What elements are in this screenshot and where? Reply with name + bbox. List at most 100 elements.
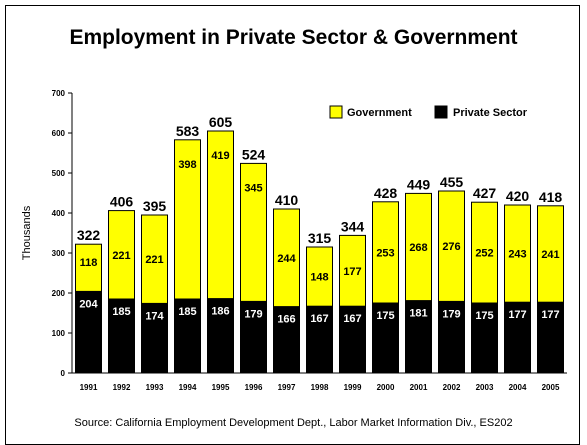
data-label-private: 186 [211, 306, 229, 318]
bar-private-sector [405, 300, 432, 374]
x-tick-label: 2003 [476, 383, 494, 392]
data-label-total: 315 [308, 230, 332, 246]
legend-label-government: Government [347, 107, 412, 119]
y-tick-label: 300 [52, 249, 66, 258]
data-label-total: 583 [176, 123, 200, 139]
bar-private-sector [537, 301, 564, 374]
y-tick-label: 400 [52, 209, 66, 218]
data-label-private: 174 [145, 310, 164, 322]
x-tick-label: 2001 [410, 383, 428, 392]
bar-government [372, 201, 399, 304]
data-label-private: 175 [475, 310, 493, 322]
x-tick-label: 1999 [344, 383, 362, 392]
data-label-government: 252 [475, 248, 493, 260]
data-label-total: 420 [506, 188, 530, 204]
data-label-government: 268 [409, 242, 427, 254]
bar-government [537, 205, 564, 303]
x-tick-label: 1996 [245, 383, 263, 392]
data-label-government: 221 [112, 250, 130, 262]
bar-private-sector [339, 305, 366, 374]
y-tick-label: 200 [52, 289, 66, 298]
bar-private-sector [438, 300, 465, 374]
y-axis-title: Thousands [21, 205, 33, 260]
y-tick-label: 100 [52, 329, 66, 338]
bar-government [405, 192, 432, 302]
data-label-government: 244 [277, 253, 296, 265]
x-tick-label: 1998 [311, 383, 329, 392]
x-tick-label: 1991 [80, 383, 98, 392]
data-label-government: 419 [211, 150, 229, 162]
bar-government [306, 246, 333, 307]
bar-government [141, 214, 168, 304]
x-tick-label: 1993 [146, 383, 164, 392]
bar-government [273, 208, 300, 308]
data-label-government: 243 [508, 249, 526, 261]
chart-area: 0 100 200 300 400 500 600 700 Thousands 204 118 322… [21, 89, 567, 392]
bar-government [438, 190, 465, 302]
data-label-private: 166 [277, 314, 295, 326]
x-tick-label: 1997 [278, 383, 296, 392]
data-label-total: 406 [110, 194, 134, 210]
data-label-government: 148 [310, 272, 328, 284]
y-tick-label: 500 [52, 169, 66, 178]
legend-swatch-private-sector [434, 105, 448, 119]
bar-government [207, 130, 234, 300]
x-tick-label: 2005 [542, 383, 560, 392]
x-tick-label: 1995 [212, 383, 230, 392]
bar-government [504, 204, 531, 303]
bar-government [339, 234, 366, 307]
source-note: Source: California Employment Developmen… [74, 417, 513, 429]
data-label-government: 345 [244, 182, 262, 194]
legend-swatch-government [329, 105, 343, 119]
data-label-total: 322 [77, 227, 101, 243]
data-label-private: 179 [244, 308, 262, 320]
data-label-total: 428 [374, 185, 398, 201]
bar-government [174, 139, 201, 300]
x-tick-label: 2004 [509, 383, 527, 392]
bar-private-sector [306, 305, 333, 374]
bar-private-sector [471, 302, 498, 374]
data-label-government: 253 [376, 247, 394, 259]
legend-label-private-sector: Private Sector [453, 107, 528, 119]
bar-private-sector [504, 301, 531, 374]
y-tick-label: 600 [52, 129, 66, 138]
bar-private-sector [174, 298, 201, 374]
bar-government [471, 201, 498, 304]
bar-private-sector [108, 298, 135, 374]
x-tick-label: 1994 [179, 383, 197, 392]
data-label-private: 177 [541, 309, 559, 321]
data-label-total: 455 [440, 174, 464, 190]
chart-title: Employment in Private Sector & Governmen… [69, 26, 518, 49]
bar-government [108, 210, 135, 300]
data-label-private: 185 [178, 306, 196, 318]
data-label-total: 427 [473, 185, 497, 201]
data-label-total: 395 [143, 198, 167, 214]
bar-government [75, 243, 102, 292]
bar-government [240, 162, 267, 302]
data-label-private: 204 [79, 298, 98, 310]
data-label-government: 118 [80, 257, 98, 269]
data-label-government: 177 [343, 266, 361, 278]
data-label-private: 179 [442, 308, 460, 320]
x-tick-label: 1992 [113, 383, 131, 392]
data-label-government: 241 [541, 249, 559, 261]
data-label-total: 605 [209, 114, 233, 130]
x-tick-label: 2000 [377, 383, 395, 392]
data-label-private: 177 [508, 309, 526, 321]
data-label-private: 167 [310, 313, 328, 325]
bar-private-sector [273, 306, 300, 374]
data-label-government: 276 [442, 241, 460, 253]
data-label-government: 221 [145, 254, 163, 266]
data-label-total: 410 [275, 192, 299, 208]
bar-private-sector [207, 298, 234, 374]
data-label-private: 181 [409, 308, 427, 320]
bar-private-sector [141, 302, 168, 374]
data-label-total: 524 [242, 146, 266, 162]
data-label-private: 175 [376, 310, 394, 322]
y-tick-label: 0 [61, 369, 66, 378]
data-label-total: 418 [539, 189, 563, 205]
data-label-total: 449 [407, 176, 431, 192]
data-label-government: 398 [178, 159, 196, 171]
bar-private-sector [75, 290, 102, 374]
x-tick-label: 2002 [443, 383, 461, 392]
